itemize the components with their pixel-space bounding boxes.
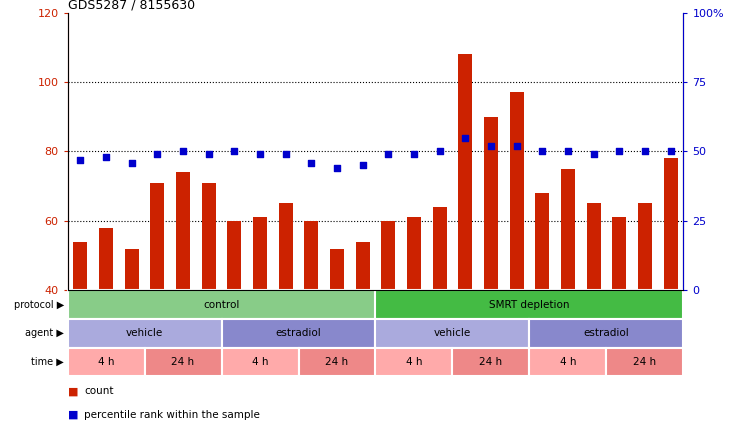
Bar [612, 217, 626, 290]
Point [511, 143, 523, 149]
Point [614, 148, 626, 155]
Bar [68, 348, 144, 376]
Bar [176, 172, 190, 290]
Point [433, 148, 445, 155]
Point [254, 151, 266, 158]
Bar [376, 319, 529, 348]
Point [125, 159, 137, 166]
Bar [376, 348, 452, 376]
Bar [376, 290, 683, 319]
Bar [452, 348, 529, 376]
Text: control: control [204, 299, 240, 310]
Bar [68, 319, 222, 348]
Point [587, 151, 599, 158]
Bar [484, 117, 498, 290]
Point [357, 162, 369, 169]
Bar [587, 203, 601, 290]
Text: 4 h: 4 h [406, 357, 422, 367]
Bar [529, 319, 683, 348]
Text: 4 h: 4 h [252, 357, 268, 367]
Text: time ▶: time ▶ [31, 357, 64, 367]
Text: GDS5287 / 8155630: GDS5287 / 8155630 [68, 0, 195, 11]
Text: 4 h: 4 h [559, 357, 576, 367]
Text: percentile rank within the sample: percentile rank within the sample [84, 409, 260, 420]
Text: estradiol: estradiol [276, 328, 321, 338]
Bar [279, 203, 293, 290]
Bar [433, 207, 447, 290]
Bar [228, 221, 241, 290]
Point [536, 148, 548, 155]
Bar [99, 228, 113, 290]
Bar [74, 242, 87, 290]
Point [408, 151, 420, 158]
Bar [407, 217, 421, 290]
Bar [253, 217, 267, 290]
Point [100, 154, 112, 160]
Text: agent ▶: agent ▶ [25, 328, 64, 338]
Bar [150, 183, 164, 290]
Bar [356, 242, 369, 290]
Bar [638, 203, 652, 290]
Point [460, 134, 472, 141]
Text: 4 h: 4 h [98, 357, 114, 367]
Bar [144, 348, 222, 376]
Point [639, 148, 651, 155]
Bar [330, 249, 344, 290]
Bar [222, 348, 298, 376]
Point [306, 159, 318, 166]
Bar [382, 221, 395, 290]
Text: count: count [84, 386, 113, 396]
Bar [222, 319, 376, 348]
Text: ■: ■ [68, 409, 78, 420]
Point [228, 148, 240, 155]
Point [279, 151, 291, 158]
Point [562, 148, 574, 155]
Text: SMRT depletion: SMRT depletion [489, 299, 570, 310]
Text: protocol ▶: protocol ▶ [14, 299, 64, 310]
Text: ■: ■ [68, 386, 78, 396]
Bar [561, 169, 575, 290]
Point [152, 151, 164, 158]
Point [203, 151, 215, 158]
Text: 24 h: 24 h [633, 357, 656, 367]
Bar [202, 183, 216, 290]
Text: vehicle: vehicle [126, 328, 163, 338]
Bar [125, 249, 139, 290]
Bar [529, 348, 606, 376]
Point [74, 157, 86, 163]
Bar [68, 290, 376, 319]
Text: 24 h: 24 h [479, 357, 502, 367]
Bar [299, 348, 376, 376]
Point [485, 143, 497, 149]
Bar [304, 221, 318, 290]
Bar [535, 193, 549, 290]
Text: vehicle: vehicle [434, 328, 471, 338]
Text: estradiol: estradiol [584, 328, 629, 338]
Bar [458, 54, 472, 290]
Bar [606, 348, 683, 376]
Bar [510, 93, 523, 290]
Bar [664, 158, 677, 290]
Point [382, 151, 394, 158]
Point [177, 148, 189, 155]
Text: 24 h: 24 h [325, 357, 348, 367]
Point [665, 148, 677, 155]
Text: 24 h: 24 h [171, 357, 195, 367]
Point [331, 165, 343, 171]
